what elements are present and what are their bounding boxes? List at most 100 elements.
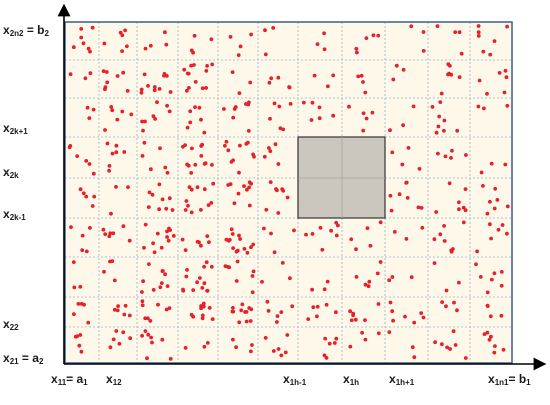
sample-point — [505, 103, 510, 108]
sample-point — [102, 41, 107, 46]
sample-point — [148, 319, 153, 323]
sample-point — [103, 232, 108, 237]
sample-point — [190, 146, 194, 151]
sample-point — [78, 187, 83, 192]
sample-point — [453, 343, 458, 347]
sample-point — [290, 304, 295, 309]
sample-point — [499, 313, 504, 318]
sample-point — [109, 211, 113, 216]
sample-point — [322, 47, 327, 52]
sample-points — [67, 24, 510, 361]
sample-point — [485, 330, 490, 335]
sample-point — [503, 162, 508, 167]
sample-point — [115, 74, 120, 78]
sample-point — [238, 237, 243, 241]
sample-point — [159, 281, 164, 285]
x-label-x1h-plus-1: x1h+1 — [389, 372, 415, 387]
sample-point — [310, 100, 315, 105]
sample-point — [170, 208, 175, 212]
sample-point — [476, 24, 481, 28]
sample-point — [199, 208, 203, 212]
sample-point — [163, 30, 167, 35]
sample-point — [160, 269, 165, 273]
sample-point — [452, 300, 456, 305]
sample-point — [228, 35, 233, 39]
sample-point — [455, 308, 459, 313]
sample-point — [269, 231, 273, 236]
sample-point — [389, 208, 394, 213]
sample-point — [487, 337, 492, 342]
sample-point — [250, 274, 255, 278]
sample-point — [103, 87, 107, 92]
sample-point — [108, 259, 112, 264]
sample-point — [68, 72, 73, 77]
sample-point — [499, 283, 504, 288]
sample-point — [81, 191, 86, 196]
sample-point — [234, 279, 239, 283]
sample-point — [72, 312, 76, 316]
sample-point — [317, 105, 322, 110]
sample-point — [366, 284, 371, 289]
sample-point — [247, 306, 252, 310]
sample-point — [114, 329, 119, 333]
sample-point — [165, 103, 170, 108]
sample-point — [361, 128, 366, 133]
sample-point — [193, 105, 197, 109]
sample-point — [189, 210, 194, 215]
sample-point — [112, 278, 117, 283]
sample-point — [495, 198, 500, 202]
sample-point — [348, 309, 352, 314]
sample-point — [204, 69, 209, 73]
sample-point — [485, 91, 489, 96]
sample-point — [205, 288, 210, 293]
sample-point — [146, 332, 151, 337]
sample-point — [249, 32, 254, 37]
sample-point — [147, 190, 152, 195]
sample-point — [457, 30, 462, 35]
sample-point — [207, 240, 211, 245]
sample-point — [158, 285, 163, 290]
plot-area-background — [65, 22, 512, 363]
sample-point — [157, 182, 162, 187]
sample-point — [115, 308, 120, 313]
sample-point — [376, 302, 381, 306]
sample-point — [167, 306, 172, 310]
sample-point — [192, 63, 196, 67]
sample-point — [481, 184, 485, 188]
sample-point — [247, 185, 252, 190]
sample-point — [127, 238, 132, 243]
sample-point — [185, 125, 190, 130]
sample-point — [267, 146, 271, 150]
sample-point — [292, 228, 296, 233]
sample-point — [244, 319, 249, 324]
sample-point — [251, 152, 256, 157]
sample-point — [210, 62, 215, 67]
sample-point — [363, 90, 368, 95]
sample-point — [450, 148, 454, 153]
sample-point — [200, 86, 205, 91]
sample-point — [185, 268, 189, 272]
sample-point — [202, 130, 207, 135]
sample-point — [103, 128, 107, 132]
x-label-x12: x12 — [106, 372, 122, 387]
sample-point — [406, 146, 411, 150]
sample-point — [288, 276, 292, 281]
sample-point — [230, 70, 235, 74]
sample-point — [349, 237, 354, 242]
sample-point — [378, 260, 383, 264]
sample-point — [361, 111, 366, 116]
sample-point — [436, 124, 441, 129]
sample-point — [230, 309, 235, 314]
sample-point — [488, 222, 492, 227]
sample-point — [271, 26, 276, 30]
sample-point — [444, 304, 448, 309]
sample-point — [268, 116, 272, 121]
sample-point — [236, 53, 241, 57]
sample-point — [91, 171, 96, 176]
sample-point — [157, 207, 162, 212]
sample-point — [206, 203, 211, 208]
sample-point — [411, 104, 416, 109]
sample-point — [301, 100, 306, 105]
sample-point — [75, 154, 80, 159]
sample-point — [202, 264, 207, 269]
